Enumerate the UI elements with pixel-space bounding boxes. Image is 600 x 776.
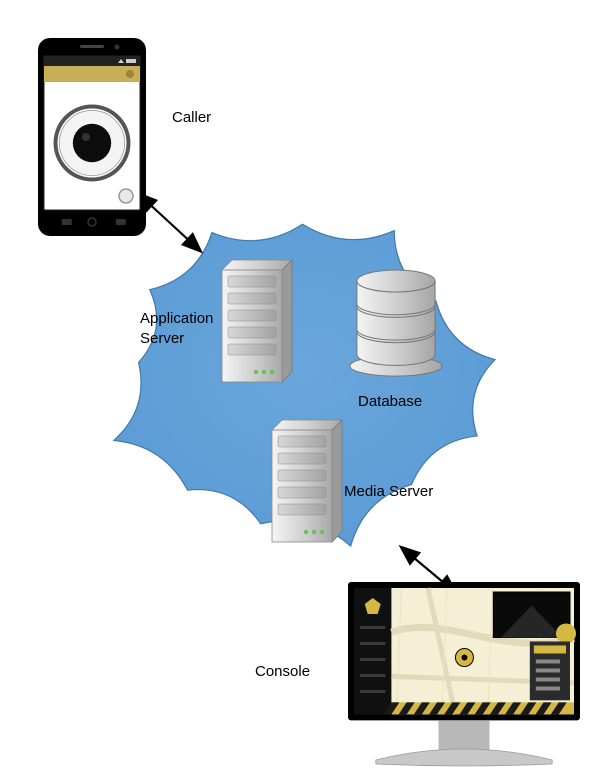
architecture-diagram (0, 0, 600, 776)
database-label: Database (358, 392, 422, 412)
application-server-icon (222, 260, 292, 382)
arrow-caller-cloud (144, 199, 195, 246)
media-server-label: Media Server (344, 482, 433, 502)
caller-phone-icon (38, 38, 146, 236)
console-monitor-icon (348, 582, 580, 766)
media-server-icon (272, 420, 342, 542)
console-label: Console (255, 662, 310, 682)
application-server-label: ApplicationServer (140, 309, 213, 348)
caller-label: Caller (172, 108, 211, 128)
database-icon (350, 270, 442, 376)
